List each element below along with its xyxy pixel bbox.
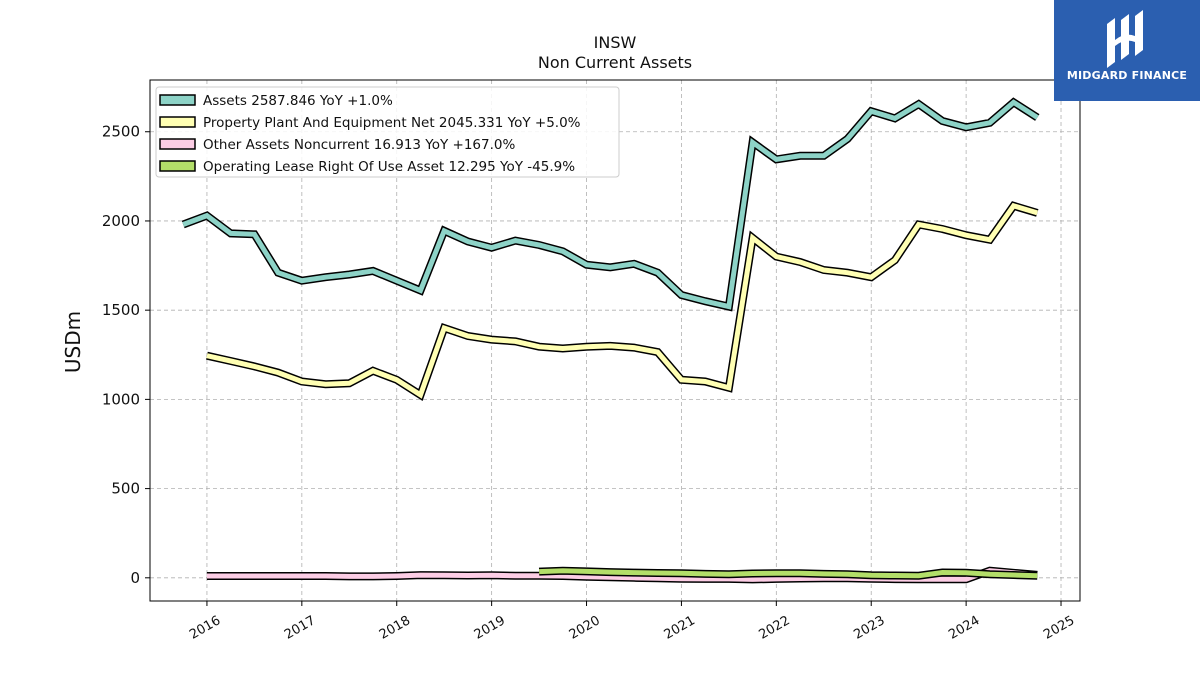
chart-subtitle: Non Current Assets (538, 53, 692, 72)
legend-label-0: Assets 2587.846 YoY +1.0% (203, 93, 393, 109)
legend-label-2: Other Assets Noncurrent 16.913 YoY +167.… (203, 137, 515, 153)
x-tick-label: 2019 (472, 613, 508, 643)
x-tick-label: 2017 (282, 613, 318, 643)
legend: Assets 2587.846 YoY +1.0% Property Plant … (155, 86, 620, 178)
series-line-3 (539, 568, 1038, 579)
y-ticks: 0 500 1000 1500 2000 2500 (102, 123, 150, 587)
y-tick-label: 2000 (102, 212, 140, 230)
x-tick-label: 2025 (1041, 613, 1077, 643)
chart-title: INSW (594, 33, 637, 52)
x-tick-label: 2024 (946, 613, 982, 643)
x-tick-label: 2016 (187, 613, 223, 643)
x-tick-label: 2022 (756, 613, 792, 643)
series-line-1 (206, 202, 1039, 399)
logo-text: MIDGARD FINANCE (1066, 69, 1188, 82)
legend-swatch-1 (159, 116, 196, 128)
y-tick-label: 1000 (102, 390, 140, 408)
legend-label-3: Operating Lease Right Of Use Asset 12.29… (203, 159, 575, 175)
y-axis-label: USDm (61, 311, 85, 373)
y-tick-label: 500 (111, 480, 140, 498)
logo-mark-icon (1107, 10, 1143, 68)
series-line-0 (182, 99, 1039, 310)
legend-swatch-0 (159, 94, 196, 106)
x-tick-label: 2020 (567, 613, 603, 643)
y-tick-label: 1500 (102, 301, 140, 319)
series-lines (181, 97, 1040, 584)
midgard-finance-logo: MIDGARD FINANCE (1054, 0, 1200, 101)
x-tick-label: 2018 (377, 613, 413, 643)
legend-swatch-3 (159, 160, 196, 172)
legend-swatch-2 (159, 138, 196, 150)
x-tick-label: 2023 (851, 613, 887, 643)
legend-box (155, 86, 620, 178)
y-tick-label: 0 (130, 569, 140, 587)
y-tick-label: 2500 (102, 123, 140, 141)
x-ticks: 2016 2017 2018 2019 2020 2021 2022 2023 2024 2025 (187, 601, 1077, 643)
x-tick-label: 2021 (662, 613, 698, 643)
plot-frame (149, 79, 1081, 602)
legend-label-1: Property Plant And Equipment Net 2045.33… (203, 115, 581, 131)
